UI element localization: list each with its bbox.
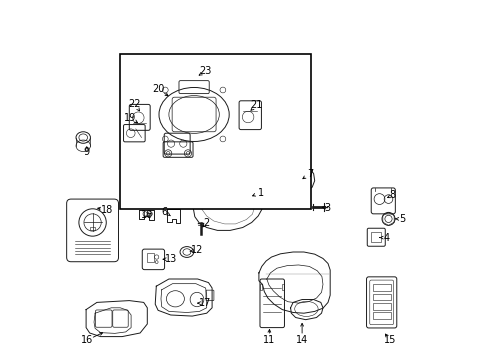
Bar bbox=[282, 284, 284, 290]
Text: 7: 7 bbox=[306, 168, 312, 179]
Text: 21: 21 bbox=[250, 100, 263, 110]
Text: 5: 5 bbox=[398, 214, 405, 224]
Text: 16: 16 bbox=[81, 335, 93, 345]
Text: 23: 23 bbox=[199, 66, 211, 76]
Text: 20: 20 bbox=[152, 84, 164, 94]
Bar bbox=[372, 294, 390, 300]
Text: 18: 18 bbox=[101, 204, 113, 215]
Text: 9: 9 bbox=[83, 147, 90, 157]
Text: 12: 12 bbox=[190, 245, 203, 255]
Text: 4: 4 bbox=[383, 233, 389, 243]
Text: 15: 15 bbox=[384, 335, 396, 345]
Text: 2: 2 bbox=[203, 218, 209, 228]
Bar bbox=[89, 227, 95, 230]
Bar bbox=[260, 284, 262, 290]
Text: 22: 22 bbox=[128, 99, 141, 109]
Bar bbox=[372, 303, 390, 310]
Bar bbox=[120, 54, 310, 209]
Text: 13: 13 bbox=[164, 254, 177, 264]
Text: 10: 10 bbox=[140, 210, 152, 220]
Bar bbox=[372, 312, 390, 319]
Text: 14: 14 bbox=[295, 335, 307, 345]
Text: 3: 3 bbox=[324, 203, 330, 213]
Bar bbox=[370, 232, 381, 242]
Text: 19: 19 bbox=[123, 113, 136, 123]
Text: 8: 8 bbox=[389, 190, 395, 200]
Text: 6: 6 bbox=[161, 207, 167, 217]
Text: 17: 17 bbox=[199, 298, 211, 308]
Bar bbox=[146, 253, 153, 262]
Bar bbox=[372, 284, 390, 291]
Text: 1: 1 bbox=[257, 188, 263, 198]
Text: 11: 11 bbox=[263, 335, 275, 345]
